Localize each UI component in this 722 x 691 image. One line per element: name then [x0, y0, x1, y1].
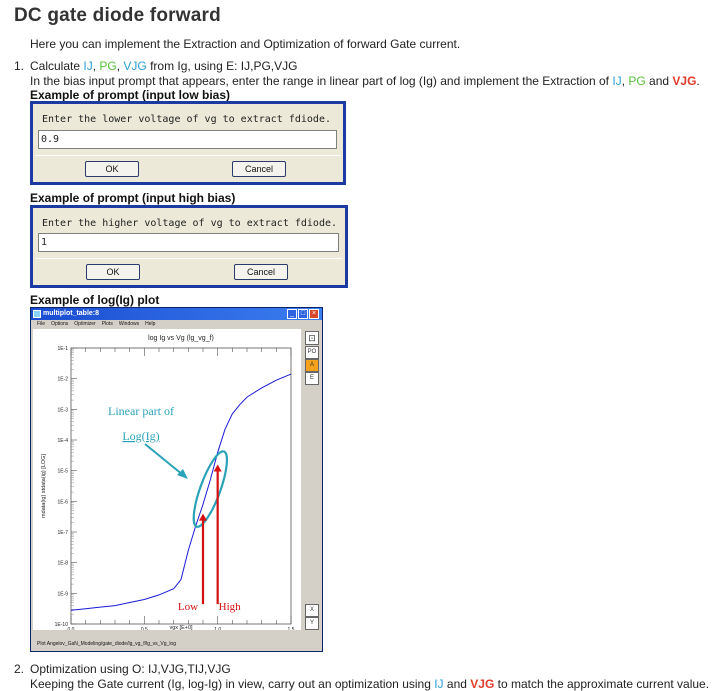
step-number: 2.: [14, 662, 25, 676]
chart-title: log Ig vs Vg (lg_vg_f): [148, 335, 214, 342]
maximize-icon[interactable]: □: [298, 309, 308, 319]
side-button-po[interactable]: PO: [305, 346, 319, 359]
example-high-label: Example of prompt (input high bias): [30, 191, 236, 205]
cancel-button[interactable]: Cancel: [234, 264, 288, 280]
plot-window-titlebar: multiplot_table:8: [31, 308, 322, 320]
dialog-separator: [36, 155, 340, 156]
step-2-body: Optimization using O: IJ,VJG,TIJ,VJG Kee…: [30, 662, 709, 691]
y-tick-label: 1E-9: [57, 591, 68, 597]
x-tick-label: 1.0: [214, 627, 221, 630]
menu-item-file[interactable]: File: [37, 321, 46, 327]
intro-text: Here you can implement the Extraction an…: [30, 37, 461, 51]
param-pg: PG: [99, 59, 117, 73]
ok-button[interactable]: OK: [85, 161, 139, 177]
plot-footer: Plot Angelov_GaN_Modeling/gate_diode/lg_…: [37, 641, 176, 647]
text-run: Calculate: [30, 59, 84, 73]
log-ig-chart: log Ig vs Vg (lg_vg_f) 1E-1 1E-2 1E-3 1E-4 1E…: [41, 335, 295, 633]
param-pg: PG: [628, 74, 646, 88]
y-axis-label: mdata(ig) stdata(ig) [LOG]: [41, 454, 47, 518]
high-bias-dialog: Enter the higher voltage of vg to extrac…: [30, 205, 348, 288]
ok-button[interactable]: OK: [86, 264, 140, 280]
y-tick-label: 1E-6: [57, 499, 68, 505]
linear-part-label: Linear part of: [108, 404, 174, 418]
text-run: and: [443, 677, 471, 691]
y-tick-label: 1E-2: [57, 377, 68, 383]
low-bias-arrowhead: [199, 513, 207, 521]
y-tick-label: 1E-10: [55, 622, 69, 628]
plot-frame: [70, 347, 292, 625]
dialog-prompt: Enter the higher voltage of vg to extrac…: [42, 218, 338, 229]
high-bias-arrowhead: [213, 464, 222, 472]
low-bias-input[interactable]: 0.9: [38, 130, 337, 149]
dialog-prompt: Enter the lower voltage of vg to extract…: [42, 114, 331, 125]
pointer-arrow-line: [144, 443, 184, 476]
menu-item-plots[interactable]: Plots: [101, 321, 113, 327]
x-tick-label: 0.0: [68, 627, 75, 630]
y-tick-label: 1E-4: [57, 438, 68, 444]
high-bias-input[interactable]: 1: [38, 233, 339, 252]
x-tick-label: 0.5: [141, 627, 148, 630]
log-ig-label: Log(Ig): [122, 429, 159, 443]
y-tick-label: 1E-7: [57, 530, 68, 536]
text-run: In the bias input prompt that appears, e…: [30, 74, 613, 88]
text-run: to match the approximate current value.: [494, 677, 710, 691]
y-tick-label: 1E-3: [57, 407, 68, 413]
step-1-line-2: In the bias input prompt that appears, e…: [30, 74, 700, 89]
plot-sidebar: ⊡ PO A E X Y: [304, 329, 320, 630]
param-ij: IJ: [83, 59, 93, 73]
minimize-icon[interactable]: _: [287, 309, 297, 319]
y-tick-label: 1E-8: [57, 561, 68, 567]
text-run: ,: [621, 74, 629, 88]
text-run: Keeping the Gate current (Ig, log-Ig) in…: [30, 677, 435, 691]
menu-item-help[interactable]: Help: [145, 321, 156, 327]
x-tick-label: 1.5: [288, 627, 295, 630]
y-tick-label: 1E-5: [57, 469, 68, 475]
series-line: [70, 373, 292, 611]
menu-item-optimizer[interactable]: Optimizer: [74, 321, 96, 327]
plot-canvas: log Ig vs Vg (lg_vg_f) 1E-1 1E-2 1E-3 1E-4 1E…: [33, 329, 301, 633]
text-run: from Ig, using E: IJ,PG,VJG: [146, 59, 298, 73]
menu-item-options[interactable]: Options: [51, 321, 69, 327]
dialog-separator: [36, 258, 342, 259]
page-title: DC gate diode forward: [14, 5, 221, 26]
low-label: Low: [178, 601, 198, 613]
cancel-button[interactable]: Cancel: [232, 161, 286, 177]
plot-window: multiplot_table:8 _ □ × File Options Optim…: [30, 307, 323, 652]
step-2-line-1: Optimization using O: IJ,VJG,TIJ,VJG: [30, 662, 231, 676]
plot-menubar: File Options Optimizer Plots Windows Help: [31, 320, 322, 329]
step-1-body: Calculate IJ, PG, VJG from Ig, using E: …: [30, 59, 700, 89]
example-plot-label: Example of log(Ig) plot: [30, 293, 160, 307]
step-number: 1.: [14, 59, 25, 73]
param-ij: IJ: [612, 74, 622, 88]
high-label: High: [219, 601, 242, 613]
linear-region-ellipse: [192, 450, 229, 528]
text-run: ,: [116, 59, 124, 73]
param-ij: IJ: [434, 677, 444, 691]
y-tick-label: 1E-1: [57, 346, 68, 352]
param-vjg: VJG: [123, 59, 147, 73]
text-run: and: [645, 74, 673, 88]
side-button-e[interactable]: E: [305, 372, 319, 385]
axis-button-x[interactable]: X: [305, 604, 319, 617]
step-1-line-1: Calculate IJ, PG, VJG from Ig, using E: …: [30, 59, 700, 74]
menu-item-windows[interactable]: Windows: [118, 321, 140, 327]
pointer-arrowhead: [177, 469, 188, 479]
param-vjg: VJG: [672, 74, 697, 88]
close-icon[interactable]: ×: [309, 309, 319, 319]
axis-button-y[interactable]: Y: [305, 617, 319, 630]
x-axis-label: vgx [E+0]: [169, 625, 193, 630]
text-run: ,: [92, 59, 100, 73]
example-low-label: Example of prompt (input low bias): [30, 88, 231, 102]
layout-icon[interactable]: ⊡: [305, 331, 319, 345]
param-vjg: VJG: [470, 677, 495, 691]
window-icon: [33, 310, 41, 318]
side-button-a[interactable]: A: [305, 359, 319, 372]
step-2-line-2: Keeping the Gate current (Ig, log-Ig) in…: [30, 677, 709, 691]
text-run: .: [696, 74, 700, 88]
low-bias-dialog: Enter the lower voltage of vg to extract…: [30, 101, 346, 185]
